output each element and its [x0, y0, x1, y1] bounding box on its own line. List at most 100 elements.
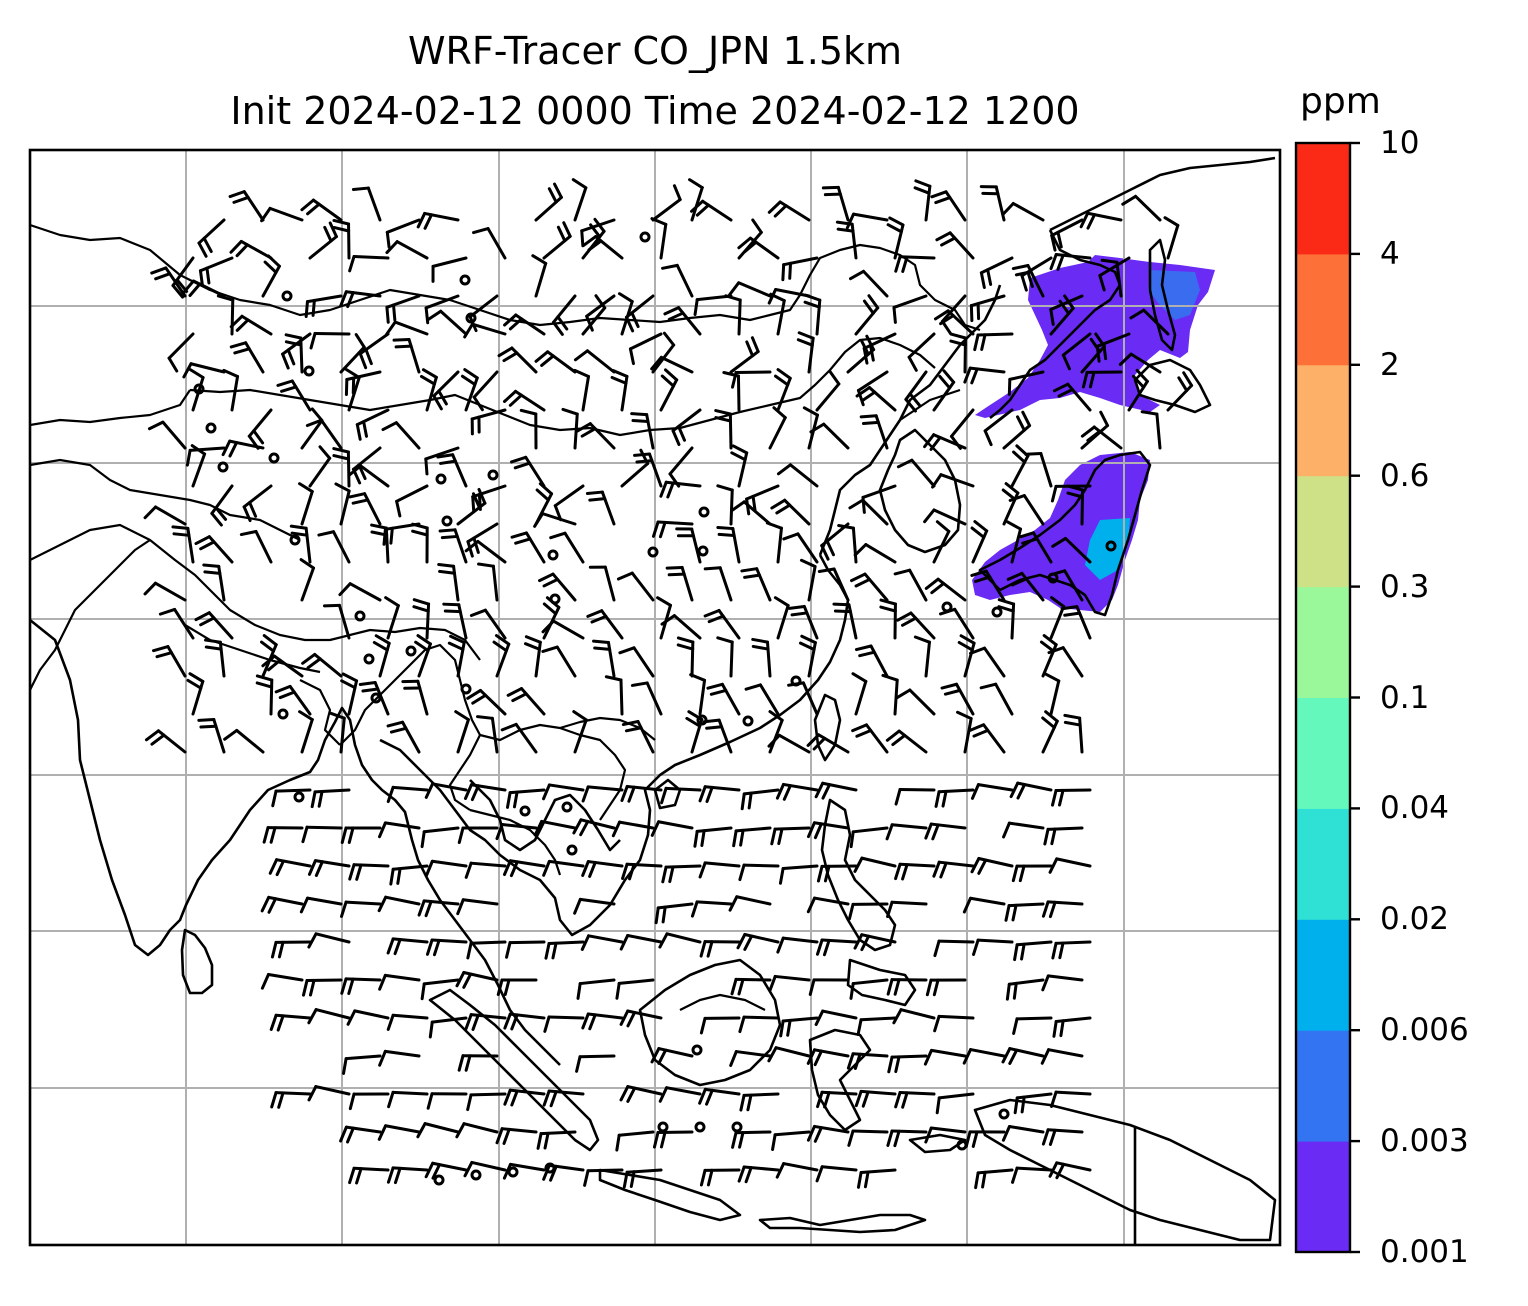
wind-barb [885, 823, 928, 841]
wind-barb [182, 362, 226, 379]
wind-barb [340, 977, 382, 995]
wind-barb [503, 1088, 546, 1107]
map-frame [28, 148, 1282, 1247]
wind-barb [194, 611, 234, 640]
wind-barb [923, 1048, 967, 1066]
wind-barb [1121, 194, 1162, 222]
wind-barb [299, 896, 343, 914]
colorbar-segment [1296, 919, 1350, 1031]
wind-barb [699, 1016, 741, 1035]
wind-barb [675, 527, 702, 564]
wind-barb [617, 292, 634, 336]
wind-barb [328, 711, 346, 754]
wind-barb [983, 408, 1014, 447]
wind-barb [185, 446, 226, 467]
wind-barb [729, 1050, 772, 1067]
wind-barb [456, 898, 499, 916]
wind-barb [197, 718, 226, 754]
calm-wind-circle [193, 383, 205, 395]
wind-barb [298, 482, 314, 526]
calm-wind-circle [698, 506, 710, 518]
wind-barb [543, 1015, 585, 1033]
wind-barb [1049, 294, 1075, 336]
colorbar-units: ppm [1300, 81, 1381, 122]
wind-barb [848, 498, 889, 526]
wind-barb [466, 940, 507, 960]
calm-wind-circle [433, 1174, 445, 1186]
border-pakistan-india [30, 539, 151, 691]
wind-barb [661, 263, 694, 298]
wind-barb [732, 826, 772, 848]
wind-barb [896, 458, 936, 488]
colorbar-tick-label: 0.02 [1380, 901, 1450, 938]
wind-barb [933, 309, 975, 336]
wind-barb [1051, 536, 1092, 564]
calm-wind-circle [657, 1121, 669, 1133]
wind-barb [340, 900, 382, 918]
wind-barb [197, 218, 226, 258]
border-india-china [30, 523, 481, 661]
wind-barb [765, 521, 783, 564]
wind-barb [706, 682, 741, 716]
colorbar-tick-label: 0.003 [1380, 1123, 1469, 1160]
wind-barb [152, 645, 187, 678]
wind-barb [424, 1161, 468, 1180]
wind-barb [392, 337, 421, 374]
wind-barb [581, 860, 624, 878]
wind-barb [414, 634, 432, 678]
wind-barb [502, 389, 546, 412]
coastline-sakhalin [1148, 238, 1177, 352]
wind-barb [769, 292, 786, 336]
wind-barb [854, 644, 889, 678]
wind-barb [851, 723, 889, 754]
calm-wind-circle [991, 606, 1003, 618]
wind-barb [381, 421, 421, 450]
wind-barb [799, 558, 817, 602]
coastline-south-asia [30, 618, 561, 1066]
wind-barb [859, 414, 889, 450]
wind-barb [322, 603, 351, 640]
wind-barb [654, 902, 694, 925]
coastline-korea [878, 428, 962, 554]
wind-barb [385, 320, 429, 336]
wind-barb [551, 294, 577, 336]
wind-barb [261, 654, 304, 678]
wind-barb [411, 522, 429, 564]
wind-barb [716, 484, 734, 526]
wind-barb [782, 532, 819, 564]
coastlines [30, 156, 1277, 1245]
wind-barb [348, 1092, 390, 1111]
wind-barb [457, 1054, 499, 1072]
wind-barb [730, 500, 772, 526]
wind-barb [1040, 1048, 1084, 1065]
border-myanmar [339, 643, 482, 811]
wind-barb [737, 236, 780, 260]
wind-barb [1001, 1047, 1045, 1065]
wind-barb [542, 221, 572, 260]
calm-wind-circle [998, 1108, 1010, 1120]
wind-barb [1041, 1128, 1084, 1146]
wind-barb [770, 826, 811, 846]
calm-wind-circle [487, 469, 499, 481]
wind-barb [534, 182, 563, 222]
wind-barb [456, 487, 487, 526]
wind-barb [210, 484, 234, 527]
wind-barb [816, 1090, 858, 1109]
wind-barb [885, 729, 928, 754]
border-bangladesh [299, 679, 341, 746]
wind-barb [619, 1009, 663, 1028]
wind-barb [447, 634, 466, 678]
wind-barb [338, 582, 382, 602]
wind-barb [1098, 256, 1131, 292]
wind-barb [935, 1092, 975, 1115]
calm-wind-circle [549, 593, 561, 605]
wind-barb [806, 896, 850, 914]
wind-barb [1004, 902, 1045, 922]
wind-barb [502, 859, 546, 878]
calm-wind-circle [544, 1162, 556, 1174]
wind-barb [690, 199, 733, 222]
calm-wind-circle [941, 601, 953, 613]
wind-barb [815, 1165, 858, 1183]
wind-barb [477, 562, 499, 602]
